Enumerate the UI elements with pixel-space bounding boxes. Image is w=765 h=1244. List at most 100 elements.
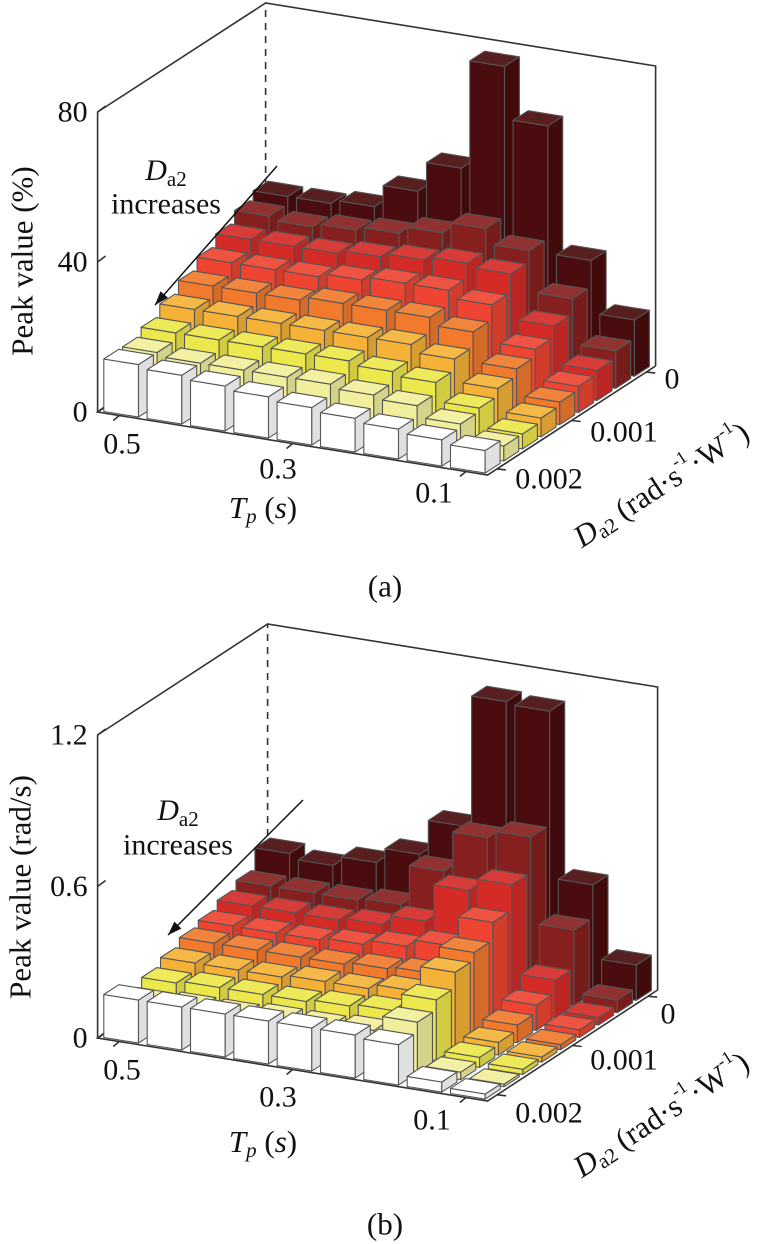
bar-top-face: [352, 952, 404, 970]
bar-top-face: [555, 244, 607, 261]
annotation-sub: a2: [179, 807, 199, 831]
x-axis-title: Tp (s): [229, 490, 297, 529]
bar-top-face: [438, 936, 490, 953]
bar-top-face: [518, 310, 570, 327]
bar-top-face: [543, 370, 594, 387]
bar-top-face: [221, 277, 272, 294]
bar-top-face: [276, 391, 328, 409]
z-tick-mark: [97, 255, 107, 263]
bar: [276, 1012, 328, 1072]
bar-top-face: [319, 1019, 371, 1036]
bar-top-face: [103, 348, 154, 366]
bar-top-face: [444, 1041, 496, 1058]
bar-top-face: [449, 434, 501, 452]
annotation-sub: a2: [167, 167, 187, 191]
x-tick-label: 0.3: [259, 453, 297, 486]
bar: [406, 424, 458, 467]
bar: [487, 1053, 539, 1075]
annotation-text: increases: [111, 188, 221, 221]
x-tick-mark: [112, 1040, 120, 1048]
panel-caption: (a): [368, 569, 402, 604]
bar-top-face: [301, 237, 353, 254]
bar-top-face: [165, 347, 216, 364]
bar-top-face: [326, 264, 378, 281]
bar-top-face: [363, 1028, 415, 1046]
bar-front-face: [276, 1021, 313, 1072]
bar-top-face: [525, 1028, 577, 1046]
y-tick-label: 0.002: [515, 463, 583, 496]
z-tick-mark: [97, 879, 107, 888]
x-tick-label: 0.5: [103, 428, 141, 461]
bar-top-face: [357, 355, 408, 373]
annotation-label: Da2: [156, 794, 199, 832]
bar-top-face: [203, 954, 255, 971]
bar-top-face: [449, 1078, 501, 1095]
x-title-paren: (: [257, 1124, 275, 1159]
bar-top-face: [400, 366, 452, 383]
bar-top-face: [227, 978, 279, 996]
bar: [189, 370, 241, 432]
bar: [319, 402, 371, 453]
bar-top-face: [382, 1006, 434, 1023]
x-title-paren: ): [287, 1124, 297, 1159]
bar-top-face: [177, 270, 229, 287]
bar: [146, 359, 198, 425]
bar-top-face: [308, 948, 360, 965]
bar-top-face: [601, 949, 652, 966]
bar-top-face: [456, 288, 508, 306]
bar-top-face: [227, 331, 278, 348]
bar-top-face: [289, 965, 341, 983]
bar-top-face: [512, 110, 564, 127]
bar-top-face: [563, 1001, 615, 1019]
bar: [233, 381, 284, 439]
bar-top-face: [313, 345, 365, 362]
bar-top-face: [431, 247, 483, 264]
bar-top-face: [537, 282, 588, 300]
bar-top-face: [254, 837, 306, 855]
z-tick-mark: [97, 728, 107, 736]
y-tick-label: 0.001: [590, 416, 658, 449]
bar-top-face: [519, 964, 571, 981]
bar-front-face: [233, 390, 270, 439]
bar-top-face: [146, 991, 198, 1008]
x-title-unit: s: [275, 490, 287, 525]
bar-top-face: [271, 985, 322, 1003]
bar-front-face: [276, 401, 313, 446]
bar-top-face: [327, 928, 379, 945]
bar-top-face: [189, 998, 241, 1015]
bar-top-face: [278, 877, 330, 894]
bar: [189, 998, 241, 1058]
bar-top-face: [388, 244, 440, 261]
bar-top-face: [246, 961, 298, 978]
bar-top-face: [295, 368, 346, 385]
bar-top-face: [544, 1013, 596, 1031]
bar-top-face: [251, 361, 303, 378]
bar-top-face: [333, 972, 385, 990]
y-tick-label: 0.001: [590, 1044, 658, 1077]
bar-top-face: [561, 354, 613, 371]
z-tick-label: 1.2: [50, 719, 88, 752]
bar: [103, 348, 154, 418]
bar-top-face: [487, 418, 538, 435]
x-axis-title: Tp (s): [229, 1124, 297, 1163]
z-tick-label: 40: [58, 246, 88, 279]
bar-top-face: [413, 274, 464, 291]
bar-top-face: [103, 984, 155, 1001]
bar-top-face: [406, 1065, 458, 1083]
x-tick-label: 0.5: [103, 1054, 141, 1087]
x-title-sub: p: [244, 504, 257, 528]
bar-top-face: [314, 989, 366, 1007]
bar-top-face: [506, 1041, 558, 1058]
bar-top-face: [245, 307, 297, 325]
y-tick-label: 0: [661, 998, 676, 1031]
bar-top-face: [369, 267, 421, 284]
bar-top-face: [425, 408, 476, 425]
annotation-main: D: [144, 154, 167, 187]
bar-top-face: [471, 685, 522, 703]
z-tick-label: 0.6: [50, 870, 88, 903]
bar-top-face: [235, 870, 287, 887]
bar-top-face: [437, 316, 489, 333]
bar: [363, 1028, 415, 1086]
bar-front-face: [103, 358, 140, 418]
bar-top-face: [381, 389, 433, 407]
